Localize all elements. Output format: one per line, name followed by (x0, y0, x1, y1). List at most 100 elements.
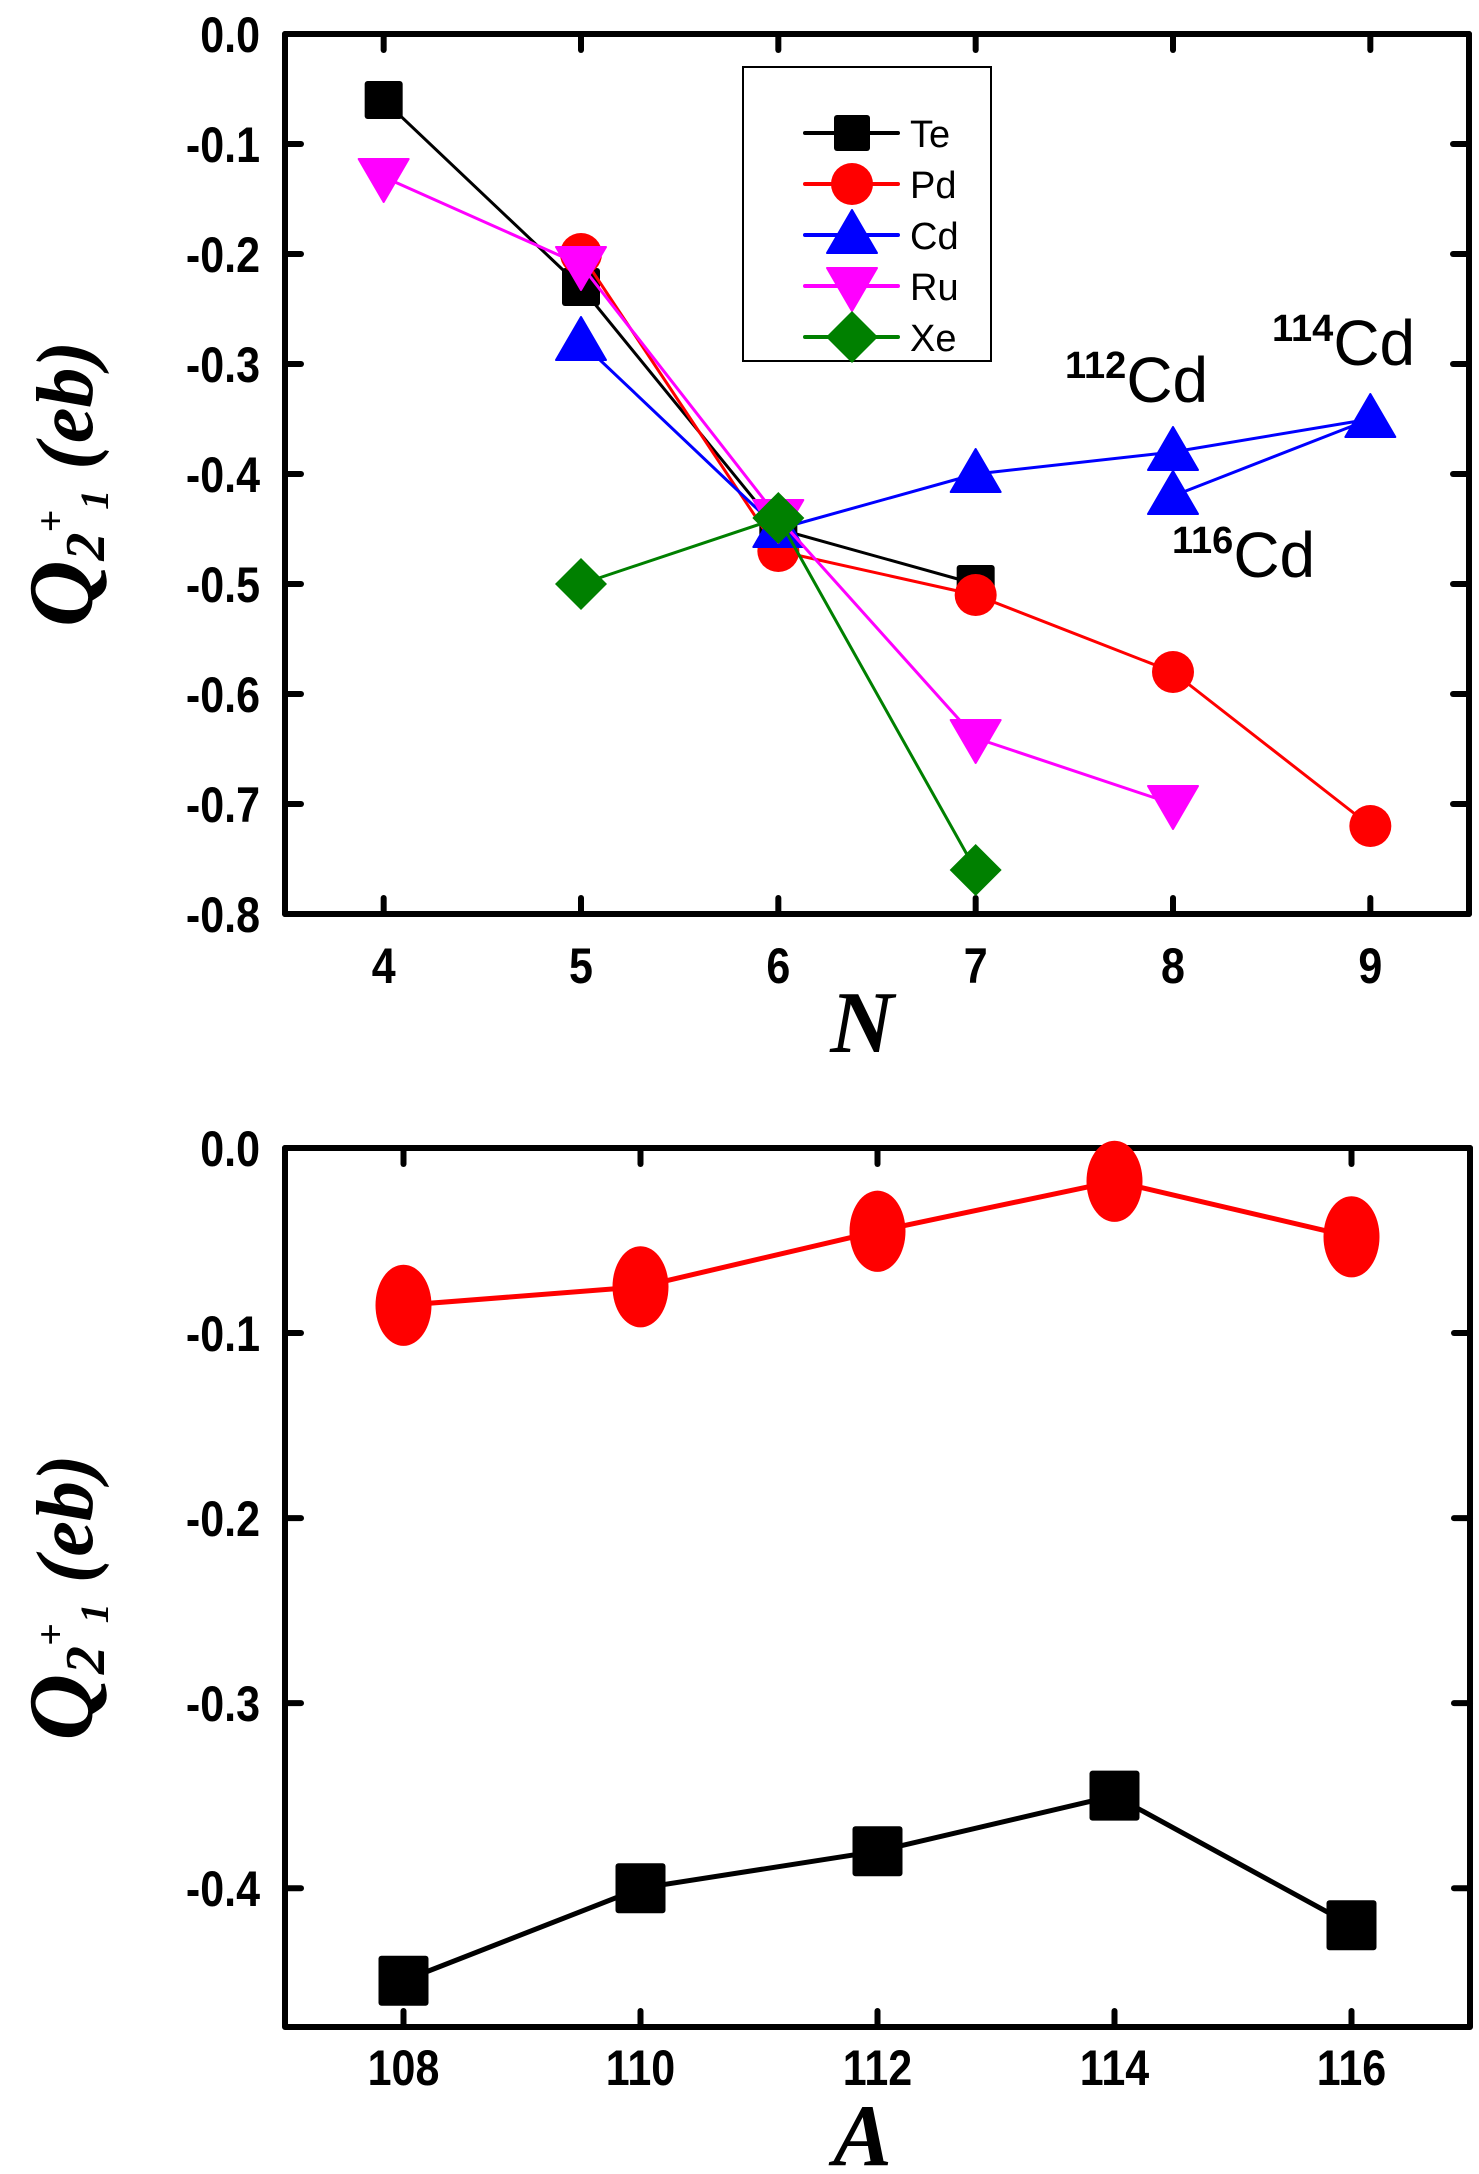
series-cd (555, 316, 1397, 548)
x-tick-label: 9 (1358, 938, 1382, 994)
series-te (378, 1770, 1377, 2006)
isotope-element: Cd (1333, 307, 1415, 379)
marker-circle (954, 574, 997, 616)
y-axis-title: Q2+1 (eb) (10, 1454, 117, 1740)
legend: Te Pd Cd Ru Xe (742, 66, 992, 363)
legend-item-cd: Cd (803, 209, 959, 258)
x-tick-label: 110 (606, 2040, 675, 2096)
x-tick-label: 112 (843, 2040, 912, 2096)
y-axis-title-unit: (eb) (22, 341, 110, 490)
y-tick-label: -0.7 (186, 777, 260, 833)
legend-label: Cd (910, 216, 959, 258)
top-panel-q-vs-n: 0.0 -0.1 -0.2 -0.3 -0.4 -0.5 -0.6 -0.7 -0.8 4 5 6 7 8… (10, 7, 1472, 1072)
y-tick-label: -0.8 (186, 887, 260, 943)
marker-circle (612, 1246, 669, 1328)
x-axis-title: A (828, 2088, 892, 2174)
y-axis-title: Q2+1 (eb) (10, 341, 117, 627)
marker-diamond (752, 492, 805, 544)
x-tick-label: 6 (766, 938, 790, 994)
series-pd (375, 1140, 1380, 1346)
marker-triangle-up (1147, 470, 1199, 515)
marker-diamond (826, 311, 878, 363)
marker-square (852, 1826, 903, 1877)
legend-item-pd: Pd (803, 163, 956, 207)
marker-triangle-down (826, 267, 878, 312)
legend-label: Ru (910, 267, 959, 309)
x-tick-label: 8 (1161, 938, 1185, 994)
y-axis-title-sup: + (28, 1623, 73, 1646)
y-axis-title-symbol: Q (10, 561, 112, 627)
y-tick-label: 0.0 (200, 1121, 260, 1177)
y-tick-label: -0.6 (186, 667, 260, 723)
y-axis-title-symbol: Q (10, 1674, 112, 1740)
legend-item-te: Te (803, 114, 950, 156)
isotope-mass-number: 116 (1172, 520, 1233, 562)
x-tick-label: 116 (1317, 2040, 1386, 2096)
y-axis-title-unit: (eb) (22, 1454, 110, 1603)
y-tick-label: -0.2 (186, 1491, 260, 1547)
legend-box (742, 66, 992, 362)
y-tick-label: -0.4 (186, 1861, 260, 1917)
marker-square (615, 1863, 666, 1914)
marker-triangle-up (555, 316, 607, 361)
x-tick-label: 108 (368, 2040, 440, 2096)
marker-triangle-down (357, 158, 410, 203)
marker-circle (1349, 805, 1392, 847)
y-tick-label: -0.4 (186, 447, 260, 503)
marker-circle (831, 163, 873, 205)
y-tick-label: 0.0 (200, 7, 260, 63)
series-line (402, 1793, 1353, 1984)
marker-triangle-up (826, 209, 878, 254)
legend-item-ru: Ru (803, 267, 959, 312)
marker-square (364, 81, 403, 119)
marker-square (1326, 1900, 1377, 1951)
marker-circle (849, 1190, 906, 1272)
series-line (579, 340, 1372, 531)
marker-diamond (949, 844, 1002, 896)
legend-label: Te (910, 114, 950, 156)
y-axis-title-sub: 2 (55, 533, 117, 562)
marker-diamond (555, 558, 607, 610)
isotope-annotation: 116Cd (1172, 519, 1315, 591)
marker-circle (375, 1264, 432, 1346)
marker-square (1089, 1770, 1140, 1821)
marker-triangle-down (555, 246, 607, 291)
legend-label: Xe (910, 318, 956, 360)
marker-triangle-up (1344, 393, 1397, 438)
x-tick-label: 4 (372, 938, 396, 994)
y-tick-label: -0.1 (186, 1306, 260, 1362)
marker-circle (1323, 1196, 1380, 1278)
marker-square (378, 1955, 429, 2006)
y-axis-title-sub: 2 (55, 1646, 117, 1675)
y-tick-label: -0.3 (186, 337, 260, 393)
legend-item-xe: Xe (803, 311, 956, 363)
x-tick-label: 7 (964, 938, 988, 994)
marker-square (834, 115, 870, 151)
bottom-panel-q-vs-a: 0.0 -0.1 -0.2 -0.3 -0.4 108 110 112 114 116 A Q2+1 … (10, 1121, 1473, 2174)
marker-circle (1152, 651, 1194, 693)
marker-triangle-down (949, 719, 1002, 764)
y-axis-title-subsub: 1 (72, 1603, 117, 1623)
isotope-annotation: 112Cd (1065, 344, 1208, 416)
isotope-mass-number: 112 (1065, 345, 1126, 387)
marker-triangle-down (1147, 785, 1199, 830)
isotope-mass-number: 114 (1272, 308, 1333, 350)
legend-label: Pd (910, 165, 956, 207)
series-line (382, 98, 977, 586)
isotope-annotation: 114Cd (1272, 307, 1415, 379)
y-tick-label: -0.1 (186, 117, 260, 173)
y-tick-label: -0.3 (186, 1676, 260, 1732)
isotope-element: Cd (1233, 519, 1315, 591)
marker-triangle-up (949, 448, 1002, 493)
y-axis-title-subsub: 1 (72, 490, 117, 510)
x-tick-label: 114 (1080, 2040, 1149, 2096)
y-tick-label: -0.2 (186, 227, 260, 283)
series-xe (555, 492, 1002, 896)
marker-circle (1086, 1140, 1143, 1222)
x-tick-label: 5 (569, 938, 593, 994)
x-axis-title: N (829, 975, 897, 1072)
isotope-element: Cd (1126, 344, 1208, 416)
y-axis-title-sup: + (28, 510, 73, 533)
y-tick-label: -0.5 (186, 557, 260, 613)
